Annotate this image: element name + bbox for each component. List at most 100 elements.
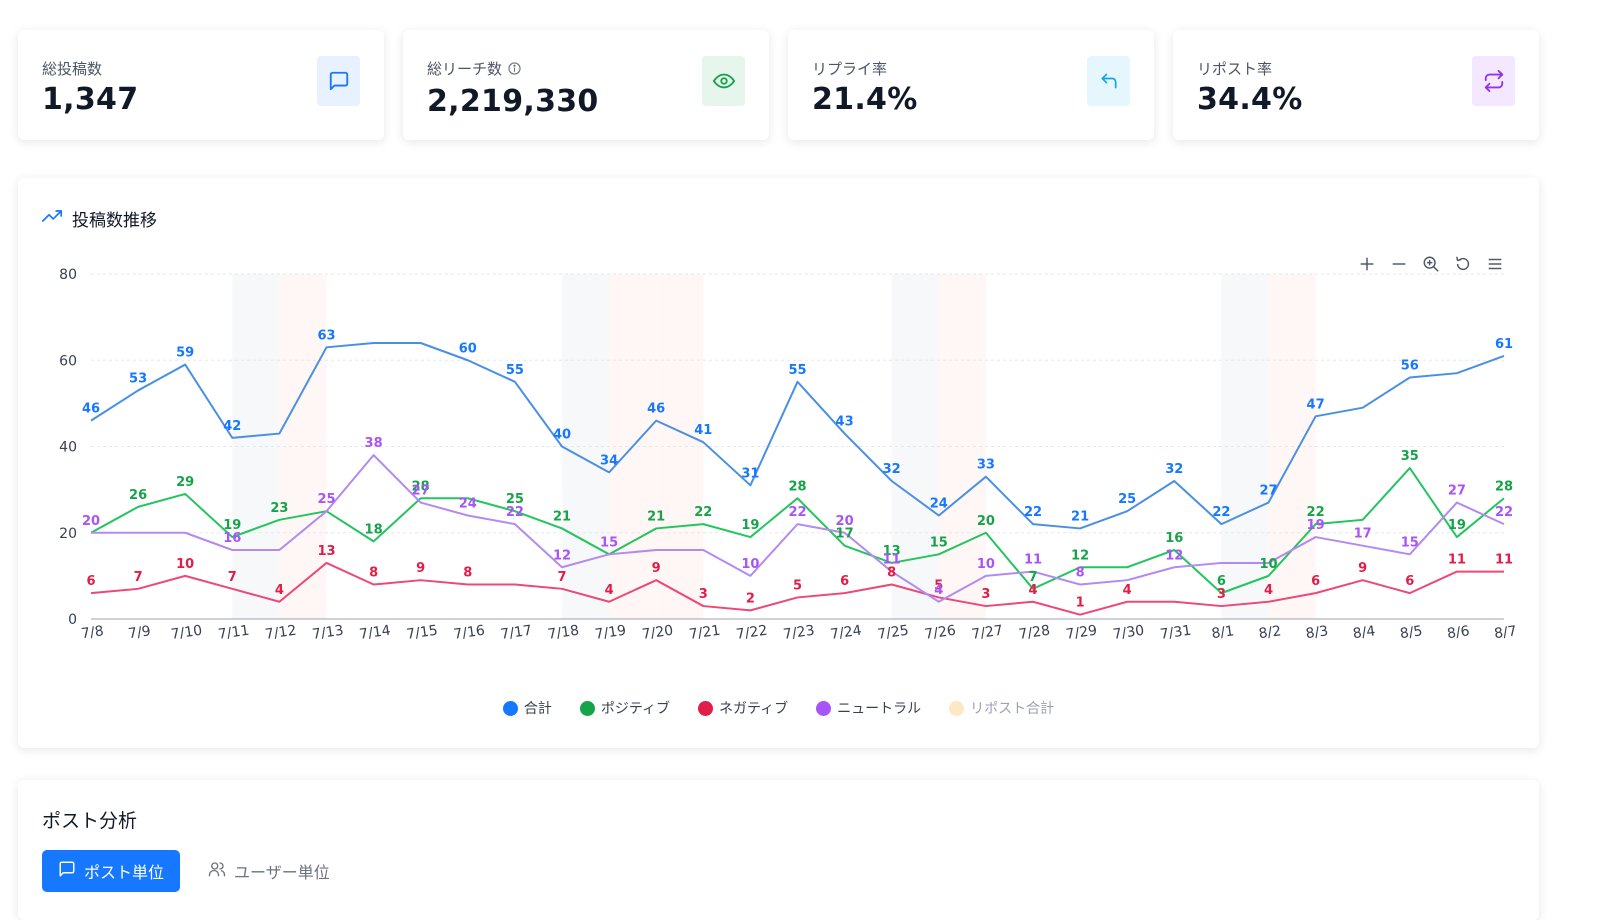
post-analysis-card: ポスト分析 ポスト単位 ユーザー単位 xyxy=(18,780,1539,920)
x-tick-label: 7/9 xyxy=(127,623,152,642)
minus-icon[interactable] xyxy=(1389,254,1409,274)
data-label: 18 xyxy=(365,522,383,537)
x-tick-label: 7/22 xyxy=(735,623,768,643)
zoom-in-icon[interactable] xyxy=(1421,254,1441,274)
data-label: 43 xyxy=(836,415,854,430)
x-tick-label: 7/11 xyxy=(217,623,250,643)
data-label: 13 xyxy=(317,544,335,559)
x-tick-label: 7/28 xyxy=(1018,623,1051,643)
legend-item-positive[interactable]: ポジティブ xyxy=(579,698,670,718)
data-label: 46 xyxy=(647,402,665,417)
x-tick-label: 8/6 xyxy=(1446,623,1471,642)
stat-card-reply-rate: リプライ率 21.4% xyxy=(788,30,1154,140)
stat-card-total-reach: 総リーチ数 2,219,330 xyxy=(403,30,769,140)
y-tick-label: 20 xyxy=(59,526,77,542)
data-label: 19 xyxy=(1307,518,1325,533)
stat-value: 2,219,330 xyxy=(427,84,599,119)
data-label: 22 xyxy=(694,505,712,520)
data-label: 13 xyxy=(883,544,901,559)
tab-user-unit[interactable]: ユーザー単位 xyxy=(192,850,346,892)
data-label: 10 xyxy=(1259,557,1277,572)
data-label: 20 xyxy=(82,514,100,529)
data-label: 34 xyxy=(600,453,618,468)
data-label: 15 xyxy=(930,535,948,550)
series-line xyxy=(90,561,1504,616)
data-label: 42 xyxy=(223,419,241,434)
chart-legend: 合計 ポジティブ ネガティブ ニュートラル リポスト合計 xyxy=(18,698,1539,718)
data-label: 38 xyxy=(365,436,383,451)
data-label: 2 xyxy=(746,591,755,606)
legend-item-negative[interactable]: ネガティブ xyxy=(698,698,788,718)
data-label: 32 xyxy=(1165,462,1183,477)
data-label: 10 xyxy=(741,557,759,572)
stat-value: 21.4% xyxy=(812,82,918,117)
data-label: 10 xyxy=(977,557,995,572)
data-label: 4 xyxy=(934,583,943,598)
x-tick-label: 7/24 xyxy=(829,623,862,643)
data-label: 11 xyxy=(1495,553,1513,568)
data-label: 47 xyxy=(1307,397,1325,412)
series-line xyxy=(91,454,1505,603)
data-label: 19 xyxy=(223,518,241,533)
data-label: 4 xyxy=(1028,583,1037,598)
y-tick-label: 40 xyxy=(59,440,77,456)
users-icon xyxy=(208,860,226,882)
data-label: 8 xyxy=(1076,566,1085,581)
data-label: 16 xyxy=(223,531,241,546)
x-tick-label: 7/8 xyxy=(80,623,105,642)
data-label: 22 xyxy=(1307,505,1325,520)
data-label: 19 xyxy=(741,518,759,533)
data-label: 7 xyxy=(1028,570,1037,585)
data-label: 6 xyxy=(1311,574,1320,589)
data-label: 12 xyxy=(553,548,571,563)
reset-icon[interactable] xyxy=(1453,254,1473,274)
data-label: 46 xyxy=(82,402,100,417)
x-tick-label: 7/26 xyxy=(924,623,957,643)
data-label: 17 xyxy=(1354,527,1372,542)
stat-card-total-posts: 総投稿数 1,347 xyxy=(18,30,384,140)
data-label: 56 xyxy=(1401,359,1419,374)
data-label: 25 xyxy=(506,492,524,507)
data-label: 25 xyxy=(317,492,335,507)
data-label: 24 xyxy=(930,497,948,512)
plus-icon[interactable] xyxy=(1357,254,1377,274)
info-icon[interactable] xyxy=(508,62,521,75)
data-label: 27 xyxy=(1448,484,1466,499)
data-label: 32 xyxy=(883,462,901,477)
stat-label: リポスト率 xyxy=(1197,60,1273,78)
line-chart[interactable]: 0 20 40 60 80 7/8 7/9 7/10 7/11 7/12 7/13 7/14 7/15 7… xyxy=(18,178,1539,678)
data-label: 7 xyxy=(557,570,566,585)
data-label: 4 xyxy=(1123,583,1132,598)
data-label: 20 xyxy=(977,514,995,529)
x-tick-label: 7/12 xyxy=(264,623,297,643)
legend-item-total[interactable]: 合計 xyxy=(502,698,552,718)
data-label: 23 xyxy=(270,501,288,516)
data-label: 8 xyxy=(887,566,896,581)
menu-icon[interactable] xyxy=(1485,254,1505,274)
message-square-icon xyxy=(58,860,76,882)
data-label: 21 xyxy=(1071,509,1089,524)
data-label: 55 xyxy=(506,363,524,378)
x-tick-label: 7/27 xyxy=(971,623,1004,643)
data-label: 6 xyxy=(1217,574,1226,589)
y-tick-label: 60 xyxy=(59,353,77,369)
tab-post-unit[interactable]: ポスト単位 xyxy=(42,850,181,892)
data-label: 40 xyxy=(553,428,571,443)
y-tick-label: 80 xyxy=(59,267,77,283)
legend-item-repost-total[interactable]: リポスト合計 xyxy=(949,698,1054,718)
y-tick-label: 0 xyxy=(68,612,77,628)
data-label: 31 xyxy=(741,466,759,481)
data-label: 16 xyxy=(1165,531,1183,546)
x-tick-label: 7/30 xyxy=(1112,623,1145,643)
data-label: 15 xyxy=(600,535,618,550)
chart-toolbar xyxy=(1357,254,1505,274)
data-label: 28 xyxy=(412,479,430,494)
x-tick-label: 8/5 xyxy=(1399,623,1424,642)
section-title: ポスト分析 xyxy=(42,810,138,832)
data-label: 4 xyxy=(1264,583,1273,598)
data-label: 6 xyxy=(86,574,95,589)
legend-item-neutral[interactable]: ニュートラル xyxy=(816,698,921,718)
data-label: 24 xyxy=(459,497,477,512)
eye-icon xyxy=(702,56,745,106)
x-tick-label: 7/16 xyxy=(453,623,486,643)
